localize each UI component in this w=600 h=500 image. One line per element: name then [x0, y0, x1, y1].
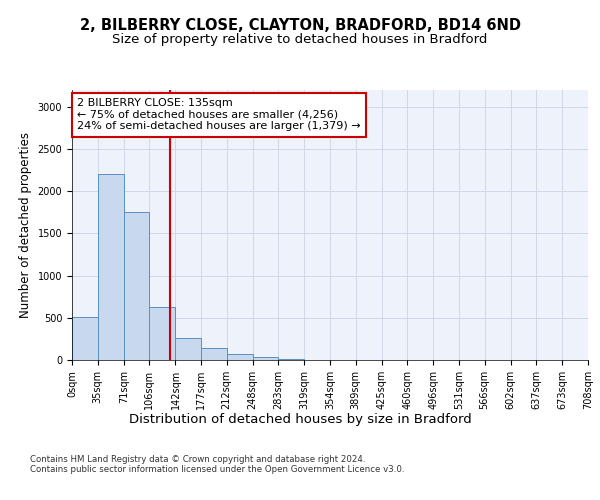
- Bar: [175, 338, 201, 360]
- Bar: [72, 317, 98, 360]
- Bar: [149, 308, 175, 360]
- Text: Contains HM Land Registry data © Crown copyright and database right 2024.
Contai: Contains HM Land Registry data © Crown c…: [30, 455, 404, 474]
- Text: Distribution of detached houses by size in Bradford: Distribution of detached houses by size …: [128, 412, 472, 426]
- Bar: [201, 348, 227, 360]
- Text: 2, BILBERRY CLOSE, CLAYTON, BRADFORD, BD14 6ND: 2, BILBERRY CLOSE, CLAYTON, BRADFORD, BD…: [79, 18, 521, 32]
- Y-axis label: Number of detached properties: Number of detached properties: [19, 132, 32, 318]
- Bar: [124, 212, 149, 360]
- Bar: [253, 358, 278, 360]
- Bar: [227, 354, 253, 360]
- Text: Size of property relative to detached houses in Bradford: Size of property relative to detached ho…: [112, 32, 488, 46]
- Bar: [98, 174, 124, 360]
- Bar: [278, 358, 304, 360]
- Text: 2 BILBERRY CLOSE: 135sqm
← 75% of detached houses are smaller (4,256)
24% of sem: 2 BILBERRY CLOSE: 135sqm ← 75% of detach…: [77, 98, 361, 132]
